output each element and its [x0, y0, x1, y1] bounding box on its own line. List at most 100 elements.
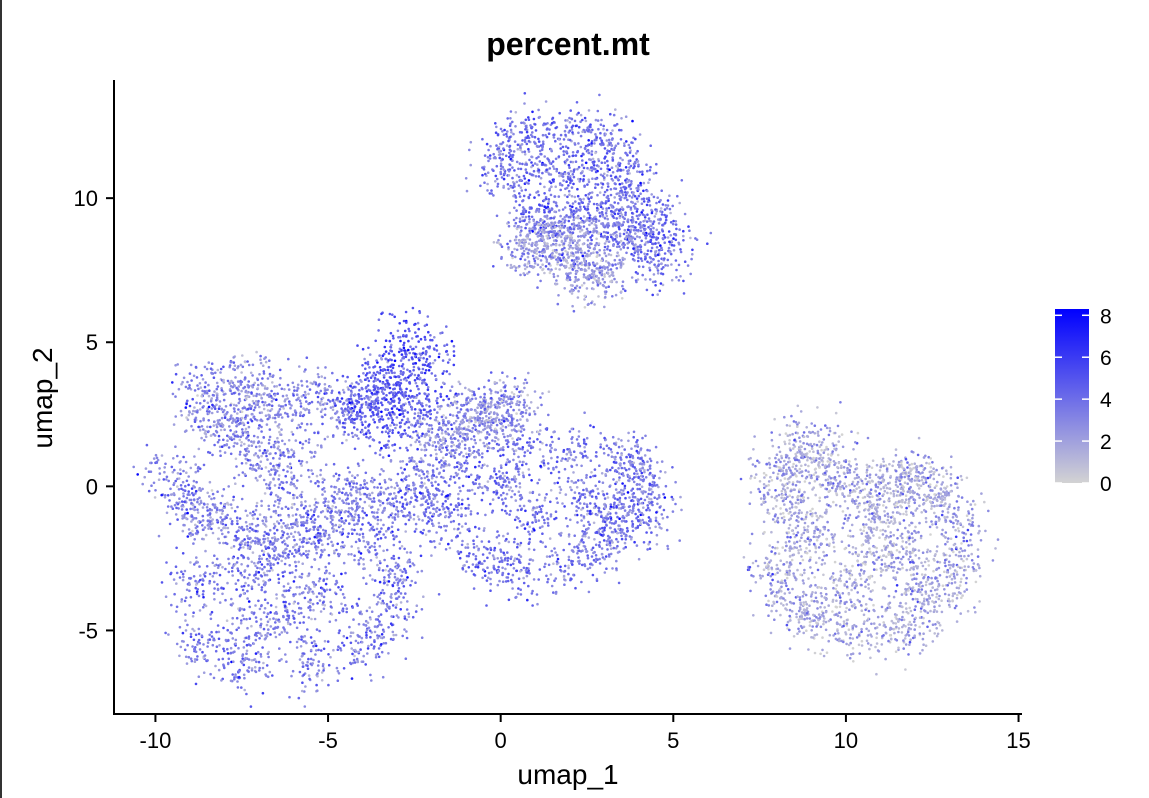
scatter-point	[184, 613, 187, 616]
scatter-point	[562, 574, 566, 578]
scatter-point	[390, 503, 393, 507]
scatter-point	[609, 544, 612, 547]
scatter-point	[356, 462, 360, 466]
scatter-point	[378, 482, 382, 486]
scatter-point	[620, 453, 623, 457]
scatter-point	[350, 500, 354, 503]
scatter-point	[273, 416, 277, 420]
scatter-point	[296, 602, 300, 605]
scatter-point	[572, 573, 575, 577]
scatter-point	[277, 440, 280, 444]
scatter-point	[239, 621, 243, 625]
scatter-point	[353, 558, 356, 562]
scatter-point	[158, 472, 162, 475]
scatter-point	[642, 463, 646, 466]
scatter-point	[300, 379, 303, 383]
scatter-point	[376, 595, 380, 599]
scatter-point	[405, 551, 409, 554]
scatter-point	[399, 608, 403, 611]
scatter-point	[213, 598, 216, 601]
scatter-point	[378, 566, 381, 570]
scatter-point	[243, 688, 246, 692]
scatter-point	[244, 457, 248, 461]
scatter-point	[413, 460, 416, 463]
scatter-point	[383, 558, 386, 562]
scatter-point	[285, 660, 288, 663]
scatter-point	[323, 515, 327, 519]
scatter-point	[195, 376, 199, 379]
scatter-point	[304, 396, 307, 399]
scatter-point	[367, 346, 370, 350]
scatter-point	[492, 566, 496, 570]
scatter-point	[398, 335, 402, 339]
scatter-point	[429, 454, 433, 457]
scatter-point	[353, 528, 356, 532]
scatter-point	[407, 484, 411, 488]
scatter-point	[584, 547, 588, 551]
scatter-point	[218, 405, 221, 408]
scatter-point	[546, 577, 550, 581]
scatter-point	[323, 497, 326, 501]
scatter-point	[481, 568, 485, 571]
scatter-point	[332, 474, 336, 478]
scatter-point	[222, 526, 225, 530]
scatter-point	[231, 616, 234, 620]
scatter-point	[222, 365, 225, 369]
scatter-point	[357, 622, 361, 626]
scatter-point	[402, 371, 405, 374]
scatter-point	[363, 479, 366, 483]
scatter-point	[223, 428, 226, 432]
scatter-point	[203, 365, 207, 369]
scatter-point	[199, 501, 203, 505]
scatter-point	[259, 655, 263, 658]
scatter-point	[388, 386, 392, 390]
scatter-point	[176, 518, 179, 521]
scatter-point	[320, 375, 324, 378]
scatter-point	[506, 579, 510, 583]
scatter-point	[238, 670, 241, 673]
scatter-point	[383, 396, 386, 400]
scatter-point	[396, 510, 400, 513]
scatter-point	[203, 575, 207, 578]
scatter-point	[194, 526, 198, 530]
scatter-point	[391, 334, 395, 338]
scatter-point	[347, 532, 350, 535]
scatter-point	[208, 638, 212, 641]
scatter-point	[349, 631, 353, 634]
scatter-point	[404, 376, 407, 380]
scatter-point	[422, 408, 426, 412]
scatter-point	[639, 522, 642, 525]
scatter-point	[466, 542, 470, 546]
scatter-point	[204, 604, 208, 608]
scatter-point	[211, 403, 214, 407]
scatter-point	[195, 583, 198, 586]
scatter-point	[373, 545, 376, 549]
scatter-point	[586, 456, 589, 459]
scatter-point	[585, 436, 589, 440]
scatter-point	[399, 378, 403, 382]
scatter-point	[364, 663, 368, 666]
scatter-point	[452, 454, 456, 458]
scatter-point	[428, 355, 432, 358]
scatter-point	[426, 364, 429, 368]
scatter-point	[351, 485, 355, 489]
scatter-point	[254, 564, 257, 568]
scatter-point	[211, 522, 214, 525]
scatter-point	[317, 669, 321, 672]
scatter-point	[375, 556, 379, 559]
scatter-point	[531, 559, 535, 562]
scatter-point	[614, 521, 617, 525]
scatter-point	[321, 481, 325, 484]
scatter-point	[542, 459, 545, 462]
scatter-point	[341, 609, 344, 612]
scatter-point	[322, 578, 326, 581]
scatter-point	[213, 420, 216, 424]
scatter-point	[276, 556, 279, 559]
scatter-point	[398, 579, 401, 583]
scatter-point	[646, 468, 650, 472]
scatter-point	[393, 404, 397, 408]
scatter-point	[191, 533, 194, 536]
scatter-point	[372, 497, 376, 500]
scatter-point	[646, 460, 649, 464]
scatter-point	[274, 452, 277, 455]
